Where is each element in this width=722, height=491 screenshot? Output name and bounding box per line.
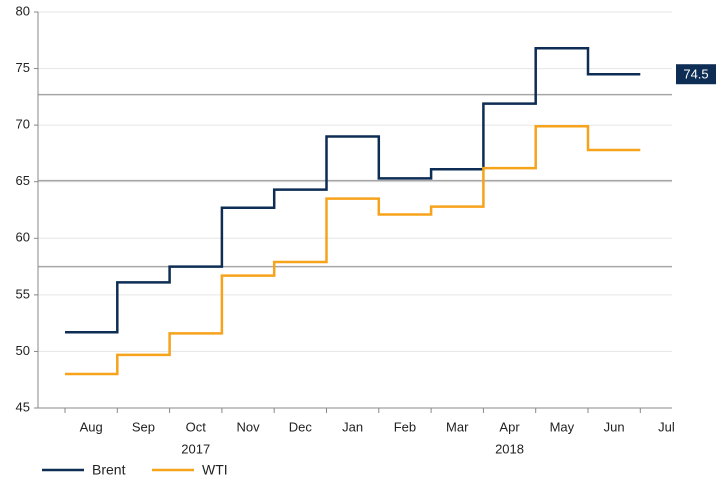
y-tick-label: 55 [16,286,30,301]
x-tick-label: Aug [80,419,103,434]
x-tick-label: Apr [499,419,520,434]
x-tick-label: Dec [289,419,313,434]
y-tick-label: 70 [16,117,30,132]
x-tick-label: Nov [236,419,260,434]
year-label: 2017 [181,441,210,456]
x-tick-label: Mar [446,419,469,434]
end-label: 74.5 [683,67,708,82]
y-tick-label: 45 [16,399,30,414]
series-line [65,46,641,334]
y-tick-label: 65 [16,173,30,188]
x-tick-label: Oct [186,419,207,434]
series-line [65,125,641,376]
x-tick-label: Jul [658,419,675,434]
y-tick-label: 60 [16,230,30,245]
end-label-box [676,64,716,85]
legend-label: WTI [202,462,228,478]
x-tick-label: Sep [132,419,155,434]
x-tick-label: Jun [604,419,625,434]
x-tick-label: May [550,419,575,434]
y-tick-label: 80 [16,3,30,18]
y-tick-label: 75 [16,60,30,75]
y-tick-label: 50 [16,343,30,358]
legend-label: Brent [92,462,126,478]
x-tick-label: Feb [394,419,416,434]
year-label: 2018 [495,441,524,456]
x-tick-label: Jan [342,419,363,434]
